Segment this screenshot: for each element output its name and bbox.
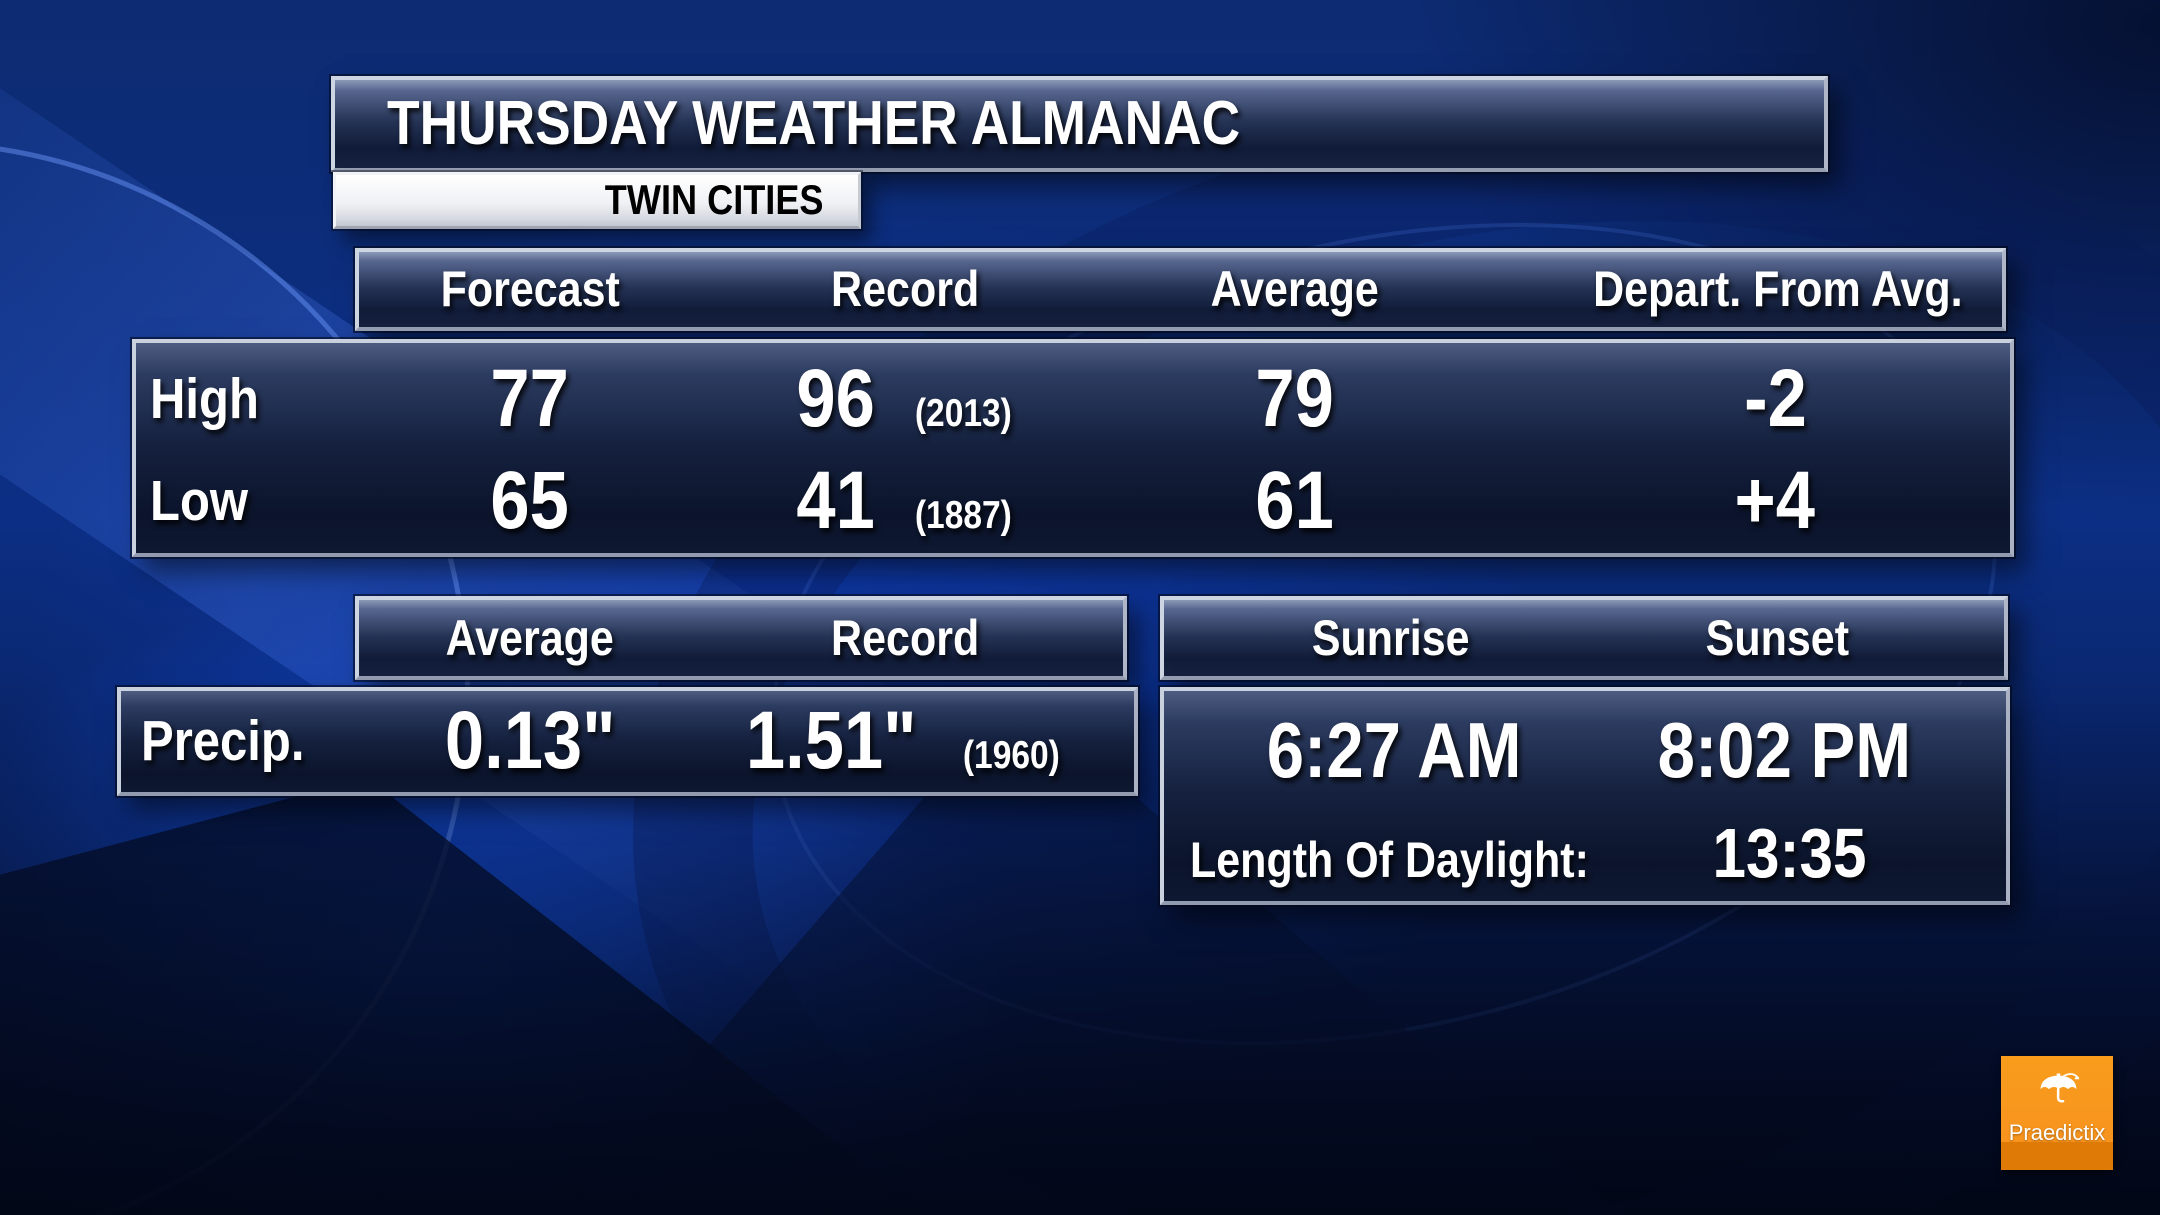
- high-record-value: 96: [796, 353, 875, 444]
- almanac-header-row: Forecast Record Average Depart. From Avg…: [355, 248, 2006, 331]
- column-header-record: Record: [830, 261, 980, 317]
- umbrella-icon: [2040, 1073, 2080, 1103]
- high-record-cell: 96 (2013): [685, 347, 1125, 474]
- precip-header-row: Average Record: [355, 596, 1127, 680]
- low-average-value: 61: [1255, 455, 1335, 546]
- column-header-forecast: Forecast: [440, 261, 620, 317]
- sun-data-panel: 6:27 AM 8:02 PM Length Of Daylight: 13:3…: [1160, 687, 2010, 905]
- low-depart-value: +4: [1734, 455, 1816, 546]
- column-header-sunset: Sunset: [1705, 610, 1849, 666]
- precip-record-cell: 1.51" (1960): [660, 691, 1140, 814]
- low-record-value: 41: [796, 455, 875, 546]
- logo-text: Praedictix: [2008, 1120, 2106, 1145]
- location-label: TWIN CITIES: [605, 176, 824, 223]
- daylight-label: Length Of Daylight:: [1190, 832, 1589, 888]
- almanac-data-panel: High 77 96 (2013) 79 -2 Low 65 41 (1887)…: [132, 339, 2014, 557]
- precip-average-value: 0.13": [444, 695, 616, 786]
- row-label-high: High: [150, 367, 259, 431]
- row-label-precip: Precip.: [141, 709, 305, 773]
- logo-bottom-strip: [2001, 1142, 2113, 1170]
- low-record-year: (1887): [915, 494, 1013, 537]
- row-label-low: Low: [150, 469, 249, 533]
- precip-data-panel: Precip. 0.13" 1.51" (1960): [117, 687, 1138, 796]
- praedictix-logo: Praedictix: [2001, 1056, 2113, 1170]
- daylight-value: 13:35: [1712, 814, 1867, 892]
- low-forecast-value: 65: [490, 455, 570, 546]
- precip-column-record: Record: [830, 610, 980, 666]
- sunrise-value: 6:27 AM: [1266, 706, 1522, 794]
- daylight-row: Length Of Daylight: 13:35: [1190, 809, 1996, 897]
- precip-record-year: (1960): [962, 734, 1060, 777]
- sunset-value: 8:02 PM: [1657, 706, 1911, 794]
- precip-record-value: 1.51": [746, 695, 917, 786]
- title-bar: THURSDAY WEATHER ALMANAC: [331, 76, 1828, 172]
- high-depart-value: -2: [1743, 353, 1807, 444]
- sun-times-row: 6:27 AM 8:02 PM: [1164, 691, 2006, 809]
- column-header-sunrise: Sunrise: [1312, 610, 1470, 666]
- page-title: THURSDAY WEATHER ALMANAC: [387, 89, 1241, 158]
- column-header-average: Average: [1210, 261, 1380, 317]
- column-header-depart: Depart. From Avg.: [1593, 261, 1963, 317]
- table-row-high: High 77 96 (2013) 79 -2: [136, 347, 2010, 451]
- high-record-year: (2013): [915, 392, 1013, 435]
- high-average-value: 79: [1255, 353, 1335, 444]
- location-bar: TWIN CITIES: [333, 172, 861, 229]
- table-row-low: Low 65 41 (1887) 61 +4: [136, 449, 2010, 553]
- sun-header-row: Sunrise Sunset: [1160, 596, 2008, 680]
- precip-column-average: Average: [445, 610, 615, 666]
- low-record-cell: 41 (1887): [685, 449, 1125, 576]
- high-forecast-value: 77: [490, 353, 570, 444]
